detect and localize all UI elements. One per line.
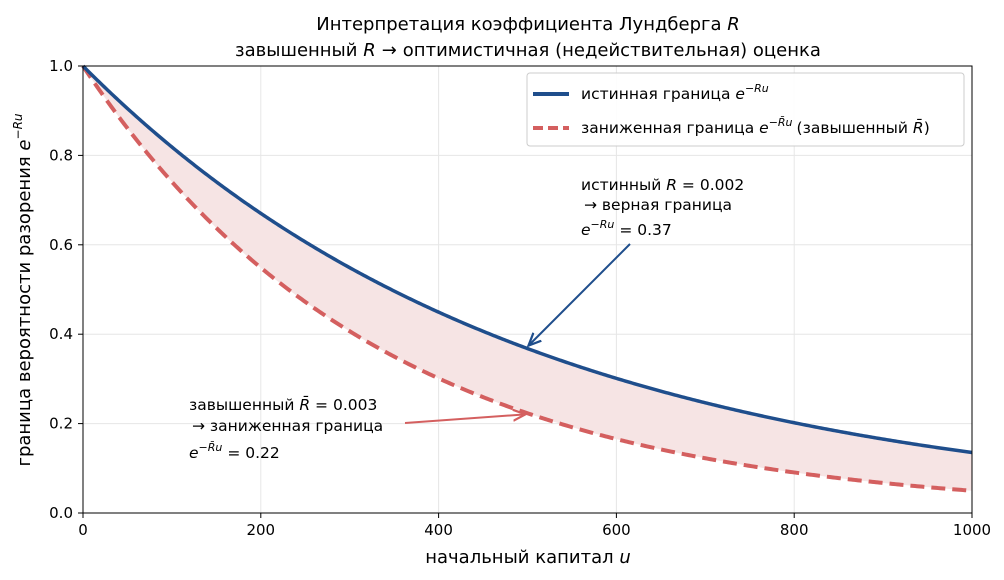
y-tick-label: 0.8 <box>49 146 73 164</box>
annotation-true-arrow <box>529 243 631 346</box>
axis-ticks: 0 200 400 600 800 1000 0.0 0.2 0.4 0.6 0.8 1.0 <box>49 57 991 539</box>
annotation-under-line2: → заниженная граница <box>192 417 383 435</box>
annotation-under-line1: завышенный R̄ = 0.003 <box>189 395 377 414</box>
y-tick-label: 0.2 <box>49 415 73 433</box>
y-tick-label: 1.0 <box>49 57 73 75</box>
x-tick-label: 600 <box>602 521 631 539</box>
legend-label-true: истинная граница e−Ru <box>581 82 769 103</box>
chart-title-line2: завышенный R → оптимистичная (недействител… <box>235 40 821 61</box>
legend-box <box>526 72 965 147</box>
series-lines <box>81 64 973 493</box>
x-axis-label: начальный капитал u <box>425 547 631 568</box>
annotation-true-line2: → верная граница <box>584 196 732 214</box>
x-tick-label: 400 <box>424 521 453 539</box>
y-tick-label: 0.4 <box>49 325 73 343</box>
annotation-under-bound: завышенный R̄ = 0.003 → заниженная грани… <box>189 395 526 462</box>
legend-label-under: заниженная граница e−R̄u (завышенный R̄) <box>581 116 930 137</box>
x-tick-label: 1000 <box>953 521 991 539</box>
legend: истинная граница e−Ru заниженная граница… <box>526 72 965 147</box>
y-axis-label: граница вероятности разорения e−Ru <box>11 113 35 466</box>
y-tick-label: 0.6 <box>49 236 73 254</box>
x-tick-label: 200 <box>246 521 275 539</box>
annotation-true-bound: истинный R = 0.002 → верная граница e−Ru… <box>529 176 744 346</box>
annotation-true-line1: истинный R = 0.002 <box>581 176 744 194</box>
x-tick-label: 800 <box>780 521 809 539</box>
fill-between-band <box>83 66 972 491</box>
chart-title-line1: Интерпретация коэффициента Лундберга R <box>316 14 740 35</box>
y-tick-label: 0.0 <box>49 504 73 522</box>
annotation-under-arrow <box>404 414 526 424</box>
x-tick-label: 0 <box>78 521 88 539</box>
plot-frame <box>82 65 973 514</box>
series-line-true <box>81 64 973 455</box>
annotation-under-line3: e−R̄u = 0.22 <box>189 441 280 462</box>
series-line-under <box>81 64 973 493</box>
annotation-true-line3: e−Ru = 0.37 <box>581 218 672 239</box>
